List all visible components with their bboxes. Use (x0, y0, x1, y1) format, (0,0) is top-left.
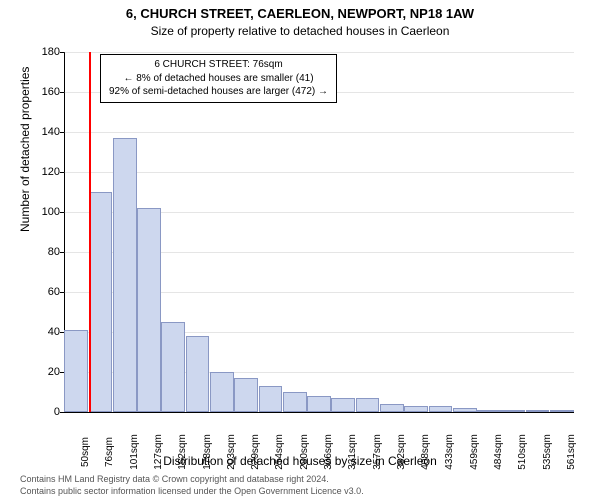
y-tick-label: 40 (30, 326, 60, 338)
histogram-bar (356, 398, 380, 412)
histogram-bar (64, 330, 88, 412)
y-tick-label: 180 (30, 46, 60, 58)
histogram-bar (380, 404, 404, 412)
gridline (64, 172, 574, 173)
y-tick-label: 160 (30, 86, 60, 98)
histogram-bar (89, 192, 113, 412)
histogram-bar (186, 336, 210, 412)
histogram-bar (137, 208, 161, 412)
annotation-line-1: 6 CHURCH STREET: 76sqm (109, 58, 328, 72)
histogram-bar (331, 398, 355, 412)
gridline (64, 52, 574, 53)
gridline (64, 132, 574, 133)
chart-title-sub: Size of property relative to detached ho… (0, 24, 600, 38)
annotation-line-3: 92% of semi-detached houses are larger (… (109, 85, 328, 99)
footer-line-1: Contains HM Land Registry data © Crown c… (20, 474, 329, 484)
chart-container: 6, CHURCH STREET, CAERLEON, NEWPORT, NP1… (0, 0, 600, 500)
histogram-bar (210, 372, 234, 412)
histogram-bar (307, 396, 331, 412)
footer-line-2: Contains public sector information licen… (20, 486, 364, 496)
y-tick-label: 0 (30, 406, 60, 418)
histogram-bar (259, 386, 283, 412)
histogram-bar (161, 322, 185, 412)
highlight-marker-line (89, 52, 91, 412)
chart-title-main: 6, CHURCH STREET, CAERLEON, NEWPORT, NP1… (0, 6, 600, 21)
y-tick-label: 140 (30, 126, 60, 138)
y-tick-label: 100 (30, 206, 60, 218)
histogram-bar (113, 138, 137, 412)
annotation-line-2: ← 8% of detached houses are smaller (41) (109, 72, 328, 86)
y-tick-label: 80 (30, 246, 60, 258)
x-axis-line (64, 412, 574, 413)
plot-area (64, 52, 574, 412)
y-tick-label: 120 (30, 166, 60, 178)
y-tick-label: 20 (30, 366, 60, 378)
histogram-bar (283, 392, 307, 412)
histogram-bar (234, 378, 258, 412)
y-tick-label: 60 (30, 286, 60, 298)
annotation-box: 6 CHURCH STREET: 76sqm ← 8% of detached … (100, 54, 337, 103)
x-axis-label: Distribution of detached houses by size … (0, 454, 600, 468)
